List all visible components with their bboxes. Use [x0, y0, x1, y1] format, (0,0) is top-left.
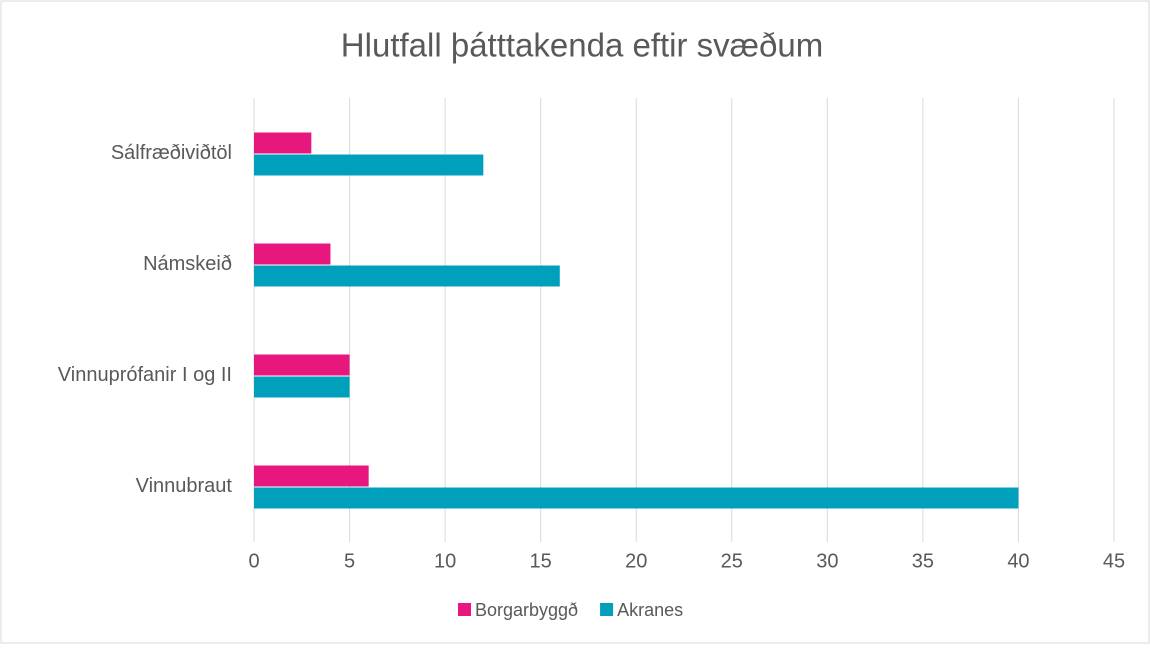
y-tick-label: Sálfræðiviðtöl — [111, 142, 232, 164]
x-tick-label: 20 — [625, 550, 647, 572]
y-tick-label: Vinnuprófanir I og II — [58, 364, 232, 386]
x-tick-label: 10 — [434, 550, 456, 572]
y-tick-label: Vinnubraut — [136, 475, 233, 497]
legend-swatch — [458, 603, 471, 616]
bar — [254, 154, 484, 176]
legend-swatch — [600, 603, 614, 616]
chart-title: Hlutfall þátttakenda eftir svæðum — [341, 27, 823, 64]
x-tick-label: 5 — [344, 550, 355, 572]
x-tick-label: 45 — [1103, 550, 1125, 572]
bar — [254, 265, 560, 287]
bar — [254, 243, 331, 265]
x-tick-label: 35 — [912, 550, 934, 572]
x-tick-label: 0 — [248, 550, 259, 572]
bar — [254, 132, 312, 154]
x-tick-label: 15 — [530, 550, 552, 572]
legend-label: Borgarbyggð — [475, 600, 578, 620]
bar — [254, 376, 350, 398]
y-tick-label: Námskeið — [143, 253, 232, 275]
x-tick-label: 25 — [721, 550, 743, 572]
bar — [254, 354, 350, 376]
x-tick-label: 30 — [816, 550, 838, 572]
bar — [254, 465, 369, 487]
x-tick-label: 40 — [1007, 550, 1029, 572]
legend-label: Akranes — [617, 600, 683, 620]
bar — [254, 487, 1019, 509]
